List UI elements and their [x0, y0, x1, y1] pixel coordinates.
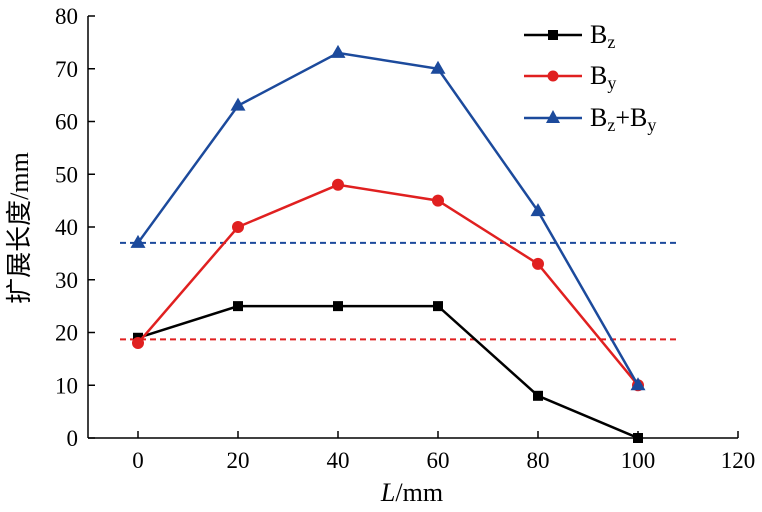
- series-0: [133, 301, 643, 443]
- data-point: [232, 221, 244, 233]
- x-tick-label: 60: [427, 448, 450, 473]
- series-2: [130, 44, 646, 391]
- x-tick-label: 80: [527, 448, 550, 473]
- legend-item-bz-plus-by: Bz+By: [524, 103, 656, 135]
- x-tick-label: 40: [327, 448, 350, 473]
- data-point: [132, 337, 144, 350]
- axes: [87, 16, 738, 439]
- series-layer: [130, 44, 646, 443]
- y-axis-ticks: 0 10 20 30 40 50 60 70 80: [55, 4, 95, 451]
- x-axis-ticks: 0 20 40 60 80 100 120: [132, 431, 755, 473]
- data-point: [332, 178, 344, 191]
- x-tick-label: 120: [721, 448, 756, 473]
- y-tick-label: 0: [67, 426, 79, 451]
- y-tick-label: 80: [55, 4, 78, 29]
- series-line-2: [136, 51, 640, 386]
- data-point: [433, 301, 443, 312]
- data-point: [230, 97, 246, 111]
- legend-marker-by: [547, 70, 559, 82]
- data-point: [532, 257, 544, 270]
- data-point: [333, 301, 343, 312]
- data-point: [630, 377, 646, 391]
- data-point: [432, 194, 444, 207]
- legend-item-by: By: [524, 61, 616, 93]
- y-tick-label: 40: [55, 215, 78, 240]
- y-tick-label: 10: [55, 373, 78, 398]
- y-tick-label: 70: [55, 57, 78, 82]
- reference-lines: [120, 241, 678, 341]
- y-tick-label: 60: [55, 110, 78, 135]
- y-tick-label: 50: [55, 162, 78, 187]
- x-tick-label: 100: [621, 448, 656, 473]
- data-point: [233, 301, 243, 312]
- data-point: [130, 234, 146, 248]
- legend-marker-bz: [548, 30, 558, 40]
- y-tick-label: 20: [55, 321, 78, 346]
- legend-label-bz-plus-by: Bz+By: [590, 103, 656, 135]
- x-axis-title-symbol: L: [380, 478, 395, 507]
- data-point: [430, 60, 446, 74]
- series-line-1: [137, 183, 639, 387]
- legend-label-bz: Bz: [590, 20, 615, 52]
- x-tick-label: 20: [227, 448, 250, 473]
- y-axis-title: 扩展长度/mm: [5, 152, 34, 304]
- legend-label-by: By: [590, 61, 616, 93]
- x-axis-title: L/mm: [380, 478, 443, 507]
- series-line-0: [137, 304, 639, 440]
- data-point: [330, 44, 346, 58]
- legend: Bz By Bz+By: [524, 20, 656, 135]
- y-tick-label: 30: [55, 268, 78, 293]
- data-point: [533, 390, 543, 401]
- legend-item-bz: Bz: [524, 20, 615, 52]
- data-point: [530, 203, 546, 217]
- x-tick-label: 0: [132, 448, 144, 473]
- legend-marker-bz-plus-by: [546, 110, 560, 123]
- x-axis-title-unit: /mm: [395, 478, 443, 507]
- series-1: [132, 178, 644, 392]
